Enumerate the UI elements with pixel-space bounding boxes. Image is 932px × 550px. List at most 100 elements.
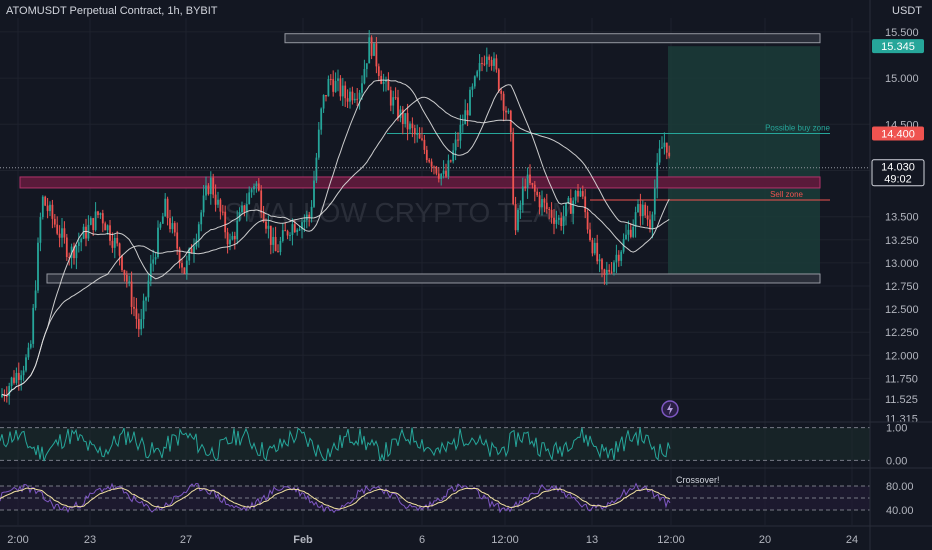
candle-body — [29, 343, 32, 348]
candle-body — [495, 58, 498, 70]
candle-body — [188, 248, 191, 261]
candle-body — [562, 216, 565, 227]
candle-body — [615, 254, 618, 263]
candle-body — [425, 149, 428, 160]
candle-body — [401, 109, 404, 125]
candle-body — [452, 150, 455, 162]
candle-body — [389, 90, 392, 106]
candle-body — [363, 69, 366, 84]
candle-body — [442, 170, 445, 174]
candle-body — [303, 220, 306, 223]
candle-body — [661, 147, 663, 149]
candle-body — [325, 95, 327, 97]
time-tick: Feb — [293, 534, 313, 546]
candle-body — [224, 211, 227, 233]
candle-body — [157, 227, 159, 258]
candle-body — [169, 218, 171, 230]
candle-body — [226, 232, 229, 245]
entry-price-badge — [872, 126, 924, 141]
candle-body — [567, 198, 570, 203]
entry-price-label: 14.400 — [881, 129, 915, 141]
candle-body — [255, 183, 258, 187]
candle-body — [466, 110, 469, 116]
candle-body — [375, 43, 378, 67]
candle-body — [193, 246, 195, 254]
candle-body — [641, 204, 644, 217]
candle-body — [1, 394, 3, 397]
candle-body — [591, 240, 594, 254]
candle-body — [493, 58, 495, 66]
candle-body — [521, 186, 524, 206]
candle-body — [253, 186, 255, 190]
candle-body — [190, 248, 193, 254]
candle-body — [601, 259, 603, 270]
candle-body — [332, 79, 335, 92]
candle-body — [113, 237, 116, 248]
time-tick: 27 — [180, 534, 192, 546]
buy-zone-label: Possible buy zone — [765, 124, 830, 133]
candle-body — [370, 37, 373, 56]
target-price-badge — [872, 39, 924, 54]
candle-body — [176, 232, 179, 249]
candle-body — [298, 229, 301, 231]
candle-body — [173, 223, 176, 233]
candle-body — [627, 229, 630, 235]
candle-body — [267, 225, 270, 229]
sell-zone-label: Sell zone — [770, 190, 803, 199]
candle-body — [178, 248, 181, 264]
candle-body — [329, 79, 332, 81]
candle-body — [337, 78, 339, 81]
candle-body — [94, 211, 97, 230]
support-zone — [46, 273, 821, 284]
candle-body — [73, 246, 75, 259]
candle-body — [231, 235, 234, 240]
candle-body — [99, 213, 102, 215]
candle-body — [56, 224, 59, 234]
last-price-label: 14.030 — [881, 162, 915, 174]
candle-body — [243, 205, 246, 213]
candle-body — [668, 152, 671, 157]
candle-body — [488, 56, 491, 60]
candle-body — [308, 214, 311, 218]
price-tick: 13.250 — [885, 235, 919, 247]
candle-body — [653, 188, 656, 215]
candle-body — [541, 199, 543, 208]
candle-body — [125, 274, 128, 282]
crossover-label: Crossover! — [676, 475, 720, 485]
candle-body — [550, 209, 553, 218]
candle-body — [428, 159, 431, 162]
candle-body — [512, 132, 515, 205]
candle-body — [327, 79, 330, 97]
candle-body — [161, 216, 164, 224]
candle-body — [665, 142, 668, 153]
oscillator2-d-line — [0, 487, 671, 510]
candle-body — [524, 186, 527, 189]
candle-body — [269, 225, 272, 245]
candle-body — [430, 161, 433, 167]
candle-body — [459, 124, 462, 141]
candle-body — [147, 280, 150, 298]
time-tick: 6 — [419, 534, 425, 546]
candle-body — [646, 215, 649, 220]
price-tick: 15.500 — [885, 27, 919, 39]
candle-body — [13, 377, 15, 383]
candle-body — [116, 237, 119, 244]
candle-body — [387, 80, 390, 91]
candle-body — [145, 297, 147, 301]
candle-body — [63, 228, 66, 238]
candle-body — [104, 223, 107, 231]
candle-body — [241, 205, 243, 213]
candle-body — [502, 93, 505, 111]
candle-body — [593, 242, 596, 254]
candle-body — [140, 319, 143, 330]
candle-body — [166, 198, 169, 219]
target-price-label: 15.345 — [881, 41, 915, 53]
price-tick: 12.500 — [885, 304, 919, 316]
candle-body — [202, 195, 205, 213]
moving-average-slow — [1, 96, 670, 397]
candle-body — [440, 173, 443, 179]
oscillator2-tick: 80.00 — [886, 481, 914, 493]
oscillator1-tick: 1.00 — [886, 423, 907, 435]
candle-body — [286, 231, 289, 236]
